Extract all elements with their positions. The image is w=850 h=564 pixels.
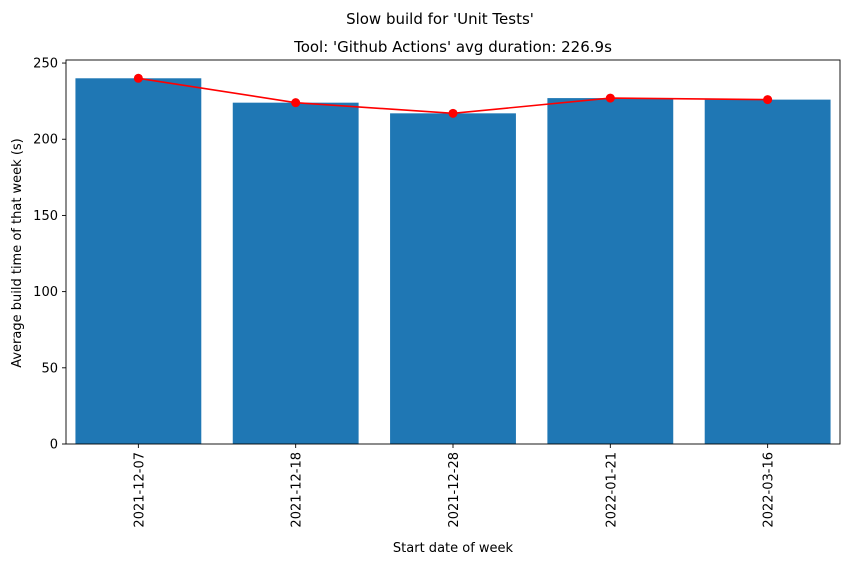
y-tick-label-150: 150: [33, 209, 58, 224]
chart-suptitle: Slow build for 'Unit Tests': [346, 10, 534, 28]
y-tick-label-200: 200: [33, 133, 58, 148]
line-point-2021-12-28: [448, 108, 458, 118]
bar-2021-12-18: [232, 102, 359, 445]
y-tick-label-100: 100: [33, 285, 58, 300]
line-group: [133, 73, 773, 118]
line-point-2021-12-18: [291, 98, 301, 108]
x-tick-label-2021-12-07: 2021-12-07: [132, 452, 147, 528]
axes-group: 0 50 100 150 200 250 2021-12-07 2021-12-18 2021-…: [33, 57, 841, 528]
bar-2021-12-07: [75, 78, 202, 445]
x-axis-label: Start date of week: [393, 541, 514, 556]
bar-2022-03-16: [704, 99, 831, 444]
x-tick-label-2021-12-28: 2021-12-28: [447, 452, 462, 528]
x-tick-label-2022-03-16: 2022-03-16: [762, 452, 777, 528]
y-tick-label-0: 0: [50, 438, 58, 453]
bar-2022-01-21: [547, 98, 674, 444]
y-tick-label-50: 50: [41, 361, 58, 376]
bar-2021-12-28: [390, 113, 516, 444]
x-tick-label-2022-01-21: 2022-01-21: [604, 452, 619, 528]
x-tick-label-2021-12-18: 2021-12-18: [290, 452, 305, 528]
chart-title: Tool: 'Github Actions' avg duration: 226…: [293, 38, 612, 56]
line-point-2022-01-21: [605, 93, 615, 103]
y-axis-label: Average build time of that week (s): [10, 138, 25, 368]
bars-group: [75, 78, 831, 445]
line-point-2022-03-16: [763, 95, 773, 105]
y-tick-label-250: 250: [33, 57, 58, 72]
line-point-2021-12-07: [133, 73, 143, 83]
